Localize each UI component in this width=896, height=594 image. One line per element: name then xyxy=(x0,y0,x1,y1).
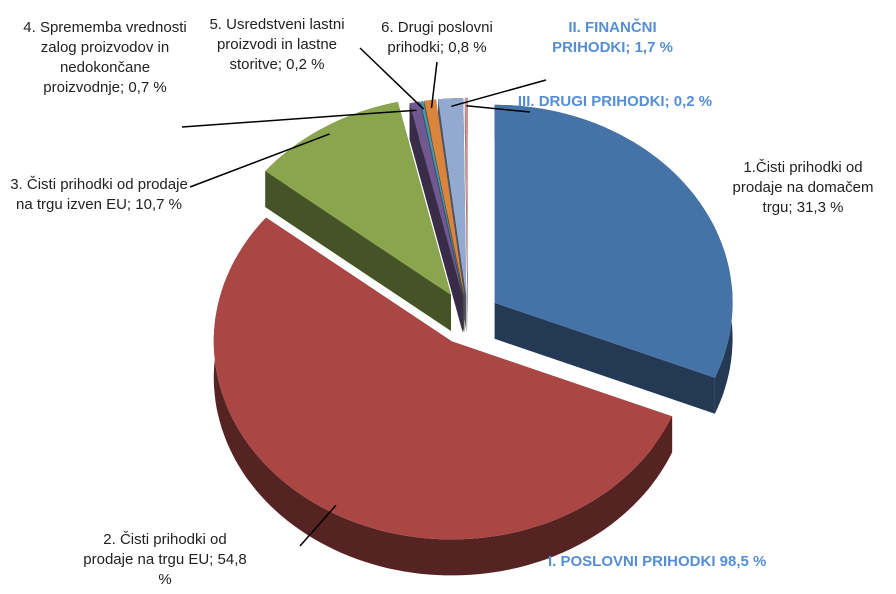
leader-line xyxy=(299,504,337,547)
leader-line xyxy=(430,61,438,109)
slice xyxy=(494,104,733,378)
slice-label: III. DRUGI PRIHODKI; 0,2 % xyxy=(517,93,713,110)
leader-line xyxy=(181,109,417,128)
slice-side xyxy=(265,171,451,331)
slice xyxy=(420,101,464,297)
slice xyxy=(424,99,465,297)
slice xyxy=(265,102,451,295)
leader-line xyxy=(451,79,547,108)
slice xyxy=(213,217,673,540)
group-annotation: I. POSLOVNI PRIHODKI 98,5 % xyxy=(548,553,767,570)
slice xyxy=(438,98,467,296)
leader-line xyxy=(189,133,330,188)
slice xyxy=(409,101,463,297)
slice-label: 4. Sprememba vrednosti zalog proizvodov … xyxy=(23,19,187,96)
slice xyxy=(464,97,468,296)
slice-label: 3. Čisti prihodki od prodaje na trgu izv… xyxy=(10,176,188,213)
slice-side xyxy=(464,97,468,332)
leader-line xyxy=(359,47,425,110)
slice-label: 5. Usredstveni lastni proizvodi in lastn… xyxy=(209,16,345,73)
slice-label: 1.Čisti prihodki od prodaje na domačem t… xyxy=(732,159,874,216)
leader-line xyxy=(466,105,531,113)
slice-side xyxy=(494,302,715,414)
slice-label: 2. Čisti prihodki od prodaje na trgu EU;… xyxy=(83,531,247,588)
slice-label: 6. Drugi poslovni prihodki; 0,8 % xyxy=(381,19,493,56)
slice-label: II. FINANČNI PRIHODKI; 1,7 % xyxy=(552,19,673,56)
slice-side xyxy=(409,103,463,333)
